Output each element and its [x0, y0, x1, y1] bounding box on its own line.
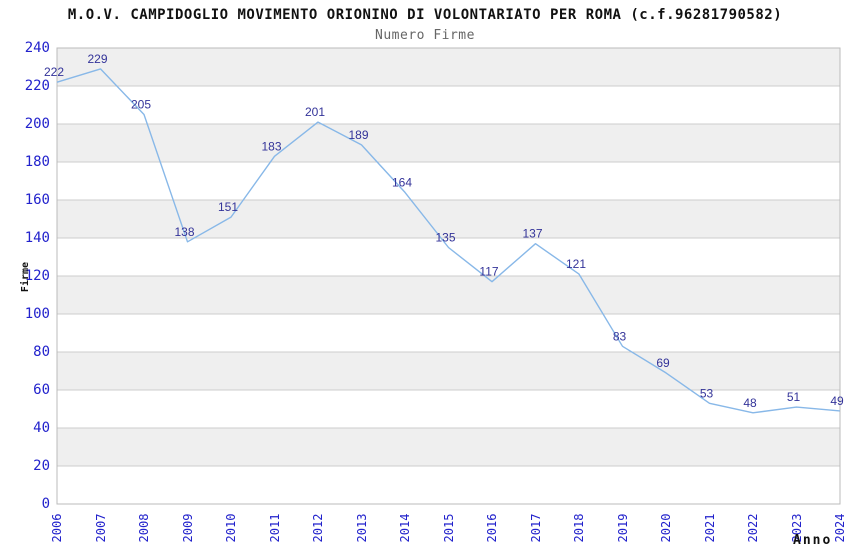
- x-tick-label: 2022: [746, 513, 760, 543]
- y-axis-title: Firme: [20, 261, 31, 293]
- y-tick-label: 140: [24, 230, 50, 246]
- grid-band: [57, 466, 840, 504]
- x-tick-label: 2013: [354, 513, 369, 543]
- data-point-label: 83: [613, 329, 627, 343]
- data-point-label: 201: [305, 105, 325, 119]
- data-point-label: 229: [87, 52, 107, 66]
- y-tick-label: 220: [24, 78, 50, 94]
- grid-band: [57, 428, 840, 466]
- x-tick-label: 2020: [659, 513, 673, 543]
- data-point-label: 49: [830, 394, 844, 408]
- y-tick-label: 180: [24, 154, 50, 170]
- data-point-label: 137: [522, 227, 542, 241]
- grid-band: [57, 86, 840, 124]
- y-tick-label: 20: [33, 458, 50, 474]
- chart-title: M.O.V. CAMPIDOGLIO MOVIMENTO ORIONINO DI…: [67, 7, 783, 23]
- x-tick-label: 2018: [572, 513, 586, 543]
- data-point-label: 69: [656, 356, 670, 370]
- data-point-label: 51: [787, 390, 801, 404]
- y-tick-label: 80: [33, 344, 50, 360]
- x-tick-label: 2014: [398, 513, 412, 543]
- x-tick-label: 2009: [180, 513, 195, 543]
- data-point-label: 121: [566, 257, 586, 271]
- x-tick-label: 2021: [702, 513, 717, 543]
- x-tick-label: 2015: [441, 513, 456, 543]
- grid-band: [57, 124, 840, 162]
- y-tick-label: 40: [33, 420, 50, 436]
- x-tick-label: 2011: [267, 513, 282, 543]
- y-tick-label: 100: [24, 306, 50, 322]
- x-tick-label: 2007: [93, 513, 108, 543]
- grid-band: [57, 162, 840, 200]
- grid-band: [57, 200, 840, 238]
- x-tick-label: 2024: [833, 513, 847, 543]
- x-tick-label: 2006: [50, 513, 64, 543]
- data-point-label: 183: [261, 139, 281, 153]
- y-tick-label: 200: [24, 116, 50, 132]
- x-tick-label: 2010: [224, 513, 238, 543]
- y-tick-label: 120: [24, 268, 50, 284]
- chart-subtitle: Numero Firme: [375, 28, 475, 43]
- x-tick-label: 2008: [137, 513, 151, 543]
- data-point-label: 189: [348, 128, 368, 142]
- data-point-label: 53: [700, 386, 714, 400]
- data-point-label: 151: [218, 200, 238, 214]
- y-tick-label: 160: [24, 192, 50, 208]
- y-tick-label: 0: [41, 496, 50, 512]
- x-axis-title: Anno: [793, 533, 833, 548]
- y-tick-label: 240: [24, 40, 50, 56]
- x-tick-label: 2017: [528, 513, 543, 543]
- x-tick-label: 2012: [311, 513, 325, 543]
- data-point-label: 222: [44, 65, 64, 79]
- grid-band: [57, 48, 840, 86]
- data-point-label: 117: [479, 265, 498, 279]
- data-point-label: 48: [743, 396, 757, 410]
- data-line: [56, 68, 841, 414]
- x-tick-label: 2019: [615, 513, 630, 543]
- grid-band: [57, 238, 840, 276]
- plot-border: [56, 47, 841, 505]
- data-point-label: 164: [392, 175, 412, 189]
- data-point-label: 135: [435, 231, 455, 245]
- data-point-label: 138: [174, 225, 194, 239]
- grid-band: [57, 314, 840, 352]
- grid-band: [57, 352, 840, 390]
- grid-band: [57, 276, 840, 314]
- x-tick-label: 2016: [485, 513, 499, 543]
- data-point-label: 205: [131, 98, 151, 112]
- y-tick-label: 60: [33, 382, 50, 398]
- grid-band: [57, 390, 840, 428]
